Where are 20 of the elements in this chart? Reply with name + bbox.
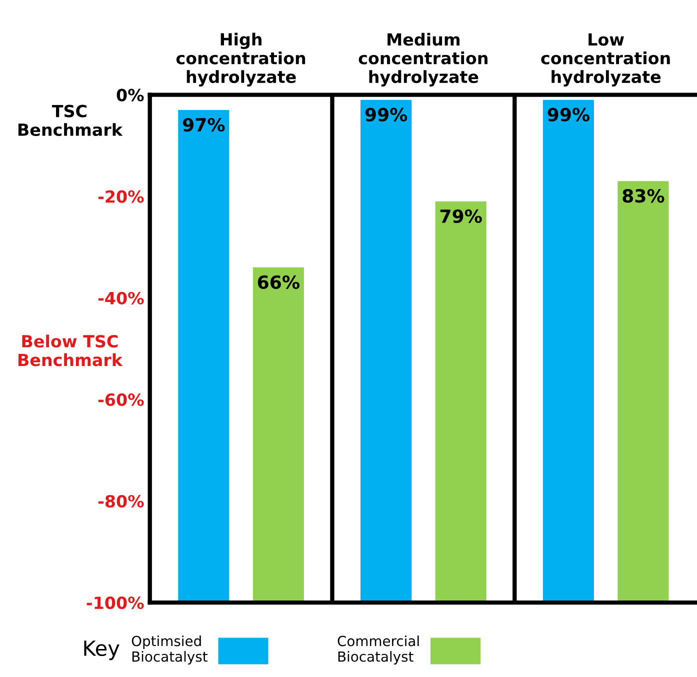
x-tick-label: Low concentration hydrolyzate xyxy=(541,33,670,86)
y-tick-label: -40% xyxy=(98,292,144,304)
x-tick-label: Medium concentration hydrolyzate xyxy=(358,32,488,86)
legend-label: Commercial Biocatalyst xyxy=(338,636,419,664)
y-tick-label: -80% xyxy=(98,494,144,508)
y-tick-label: -60% xyxy=(98,393,144,406)
data-label: 97% xyxy=(182,118,225,132)
text: TSC Benchmark xyxy=(18,104,123,136)
y-tick-label: 0% xyxy=(116,88,144,102)
y-tick-label: -20% xyxy=(98,190,144,203)
y-tick-label: -100% xyxy=(86,596,144,610)
legend-title: Key xyxy=(84,640,120,660)
text: Below TSC Benchmark xyxy=(18,334,123,366)
data-label: 66% xyxy=(258,275,300,290)
data-label: 99% xyxy=(548,108,590,122)
legend-label: Optimsied Biocatalyst xyxy=(132,636,208,664)
data-label: 83% xyxy=(622,189,664,203)
data-label: 79% xyxy=(440,209,482,223)
data-label: 99% xyxy=(365,108,408,122)
x-tick-label: High concentration hydrolyzate xyxy=(176,32,306,86)
